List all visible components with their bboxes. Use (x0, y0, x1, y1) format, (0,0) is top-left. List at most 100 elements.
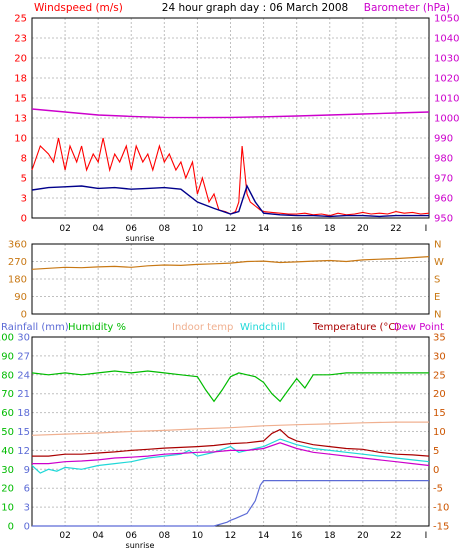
windspeed-tick: 5 (21, 174, 27, 185)
indoor-temp-legend: Indoor temp (172, 322, 233, 333)
windspeed-axis: 0 3 5 8 10 13 15 18 20 23 25 (14, 14, 27, 225)
wind-direction-degree-tick: 180 (8, 275, 27, 286)
rainfall-tick: 18 (17, 408, 30, 419)
hour-label: 02 (59, 224, 70, 234)
windspeed-legend: Windspeed (m/s) (34, 2, 123, 14)
barometer-tick: 1030 (434, 54, 459, 65)
windspeed-tick: 10 (14, 134, 27, 145)
wind-direction-degree-tick: 270 (8, 257, 27, 268)
humidity-tick: 10 (1, 503, 14, 514)
rainfall-legend: Rainfall (mm) (1, 322, 69, 333)
humidity-tick: 40 (1, 446, 14, 457)
temperature-tick: 15 (433, 408, 446, 419)
windspeed-tick: 13 (14, 114, 27, 125)
hour-label: 16 (291, 224, 303, 234)
rainfall-axis: 0 3 6 9 12 15 18 21 24 27 30 (17, 333, 30, 533)
windspeed-tick: 3 (21, 194, 27, 205)
panel3-hour-labels: 02 04 06 08 10 12 14 16 18 20 22 I (59, 531, 427, 541)
temperature-tick: -15 (433, 522, 449, 533)
panel1-frame (31, 17, 430, 219)
wind-direction-degree-tick: 360 (8, 240, 27, 251)
panel3-series (31, 370, 430, 527)
temperature-tick: 20 (433, 389, 446, 400)
indoor-temp-line (31, 421, 429, 436)
hour-label: 20 (357, 531, 369, 541)
wind-direction-compass-tick: S (434, 275, 440, 286)
wind-direction-degree-axis: 0 90 180 270 360 (8, 240, 27, 321)
temperature-tick: 25 (433, 370, 446, 381)
wind-direction-degree-tick: 0 (21, 310, 27, 321)
panel1-sunrise-label: sunrise (126, 234, 155, 243)
humidity-axis: 0 10 20 30 40 50 60 70 80 90 100 (0, 333, 14, 533)
barometer-line (31, 108, 430, 119)
humidity-line (31, 370, 429, 403)
end-hour-label: I (425, 531, 428, 541)
panel2-frame (31, 243, 430, 315)
rainfall-tick: 9 (24, 465, 30, 476)
temperature-tick: 0 (433, 465, 439, 476)
wind-direction-degree-tick: 90 (14, 292, 27, 303)
temperature-axis: -15 -10 -5 0 5 10 15 20 25 30 35 (433, 333, 449, 533)
humidity-tick: 90 (1, 351, 14, 362)
windspeed-tick: 18 (14, 74, 27, 85)
hour-label: 14 (258, 531, 270, 541)
windchill-legend: Windchill (240, 322, 285, 333)
barometer-legend: Barometer (hPa) (364, 2, 450, 14)
barometer-tick: 950 (434, 214, 453, 225)
rainfall-tick: 15 (17, 427, 30, 438)
hour-label: 08 (159, 531, 171, 541)
humidity-tick: 60 (1, 408, 14, 419)
end-hour-label: I (425, 224, 428, 234)
temperature-tick: 35 (433, 333, 446, 344)
temperature-tick: 30 (433, 351, 446, 362)
hour-label: 16 (291, 531, 303, 541)
wind-direction-compass-tick: N (434, 240, 441, 251)
barometer-tick: 970 (434, 174, 453, 185)
hour-label: 04 (92, 531, 104, 541)
hour-label: 02 (59, 531, 70, 541)
hour-label: 06 (126, 224, 138, 234)
windspeed-tick: 23 (14, 34, 27, 45)
humidity-tick: 50 (1, 427, 14, 438)
windspeed-line (31, 137, 430, 217)
rainfall-tick: 12 (17, 446, 30, 457)
barometer-tick: 1020 (434, 74, 459, 85)
wind-direction-compass-tick: E (434, 292, 440, 303)
hour-label: 22 (390, 224, 401, 234)
rainfall-line (32, 480, 429, 527)
windspeed-tick: 15 (14, 94, 27, 105)
chart-title: 24 hour graph day : 06 March 2008 (162, 2, 348, 14)
barometer-tick: 1050 (434, 14, 459, 25)
barometer-tick: 1010 (434, 94, 459, 105)
humidity-tick: 100 (0, 333, 14, 344)
temperature-tick: -5 (433, 484, 443, 495)
panel3-frame (31, 336, 430, 527)
temperature-tick: 10 (433, 427, 446, 438)
windspeed-tick: 8 (21, 154, 27, 165)
humidity-tick: 20 (1, 484, 14, 495)
hour-label: 22 (390, 531, 401, 541)
rainfall-tick: 24 (17, 370, 30, 381)
hour-label: 04 (92, 224, 104, 234)
panel3-sunrise-label: sunrise (126, 541, 155, 550)
barometer-tick: 1000 (434, 114, 459, 125)
dew-point-line (32, 442, 430, 467)
humidity-tick: 0 (8, 522, 14, 533)
hour-label: 08 (159, 224, 171, 234)
temperature-tick: -10 (433, 503, 449, 514)
rainfall-tick: 27 (17, 351, 30, 362)
temperature-legend: Temperature (°C) (312, 322, 399, 333)
wind-direction-compass-tick: N (434, 310, 441, 321)
hour-label: 06 (126, 531, 138, 541)
wind-direction-line (31, 256, 430, 270)
humidity-tick: 30 (1, 465, 14, 476)
hour-label: 12 (225, 224, 236, 234)
barometer-tick: 990 (434, 134, 453, 145)
windspeed-tick: 0 (21, 214, 27, 225)
temperature-line (32, 428, 430, 457)
hour-label: 10 (192, 224, 204, 234)
hour-label: 20 (357, 224, 369, 234)
